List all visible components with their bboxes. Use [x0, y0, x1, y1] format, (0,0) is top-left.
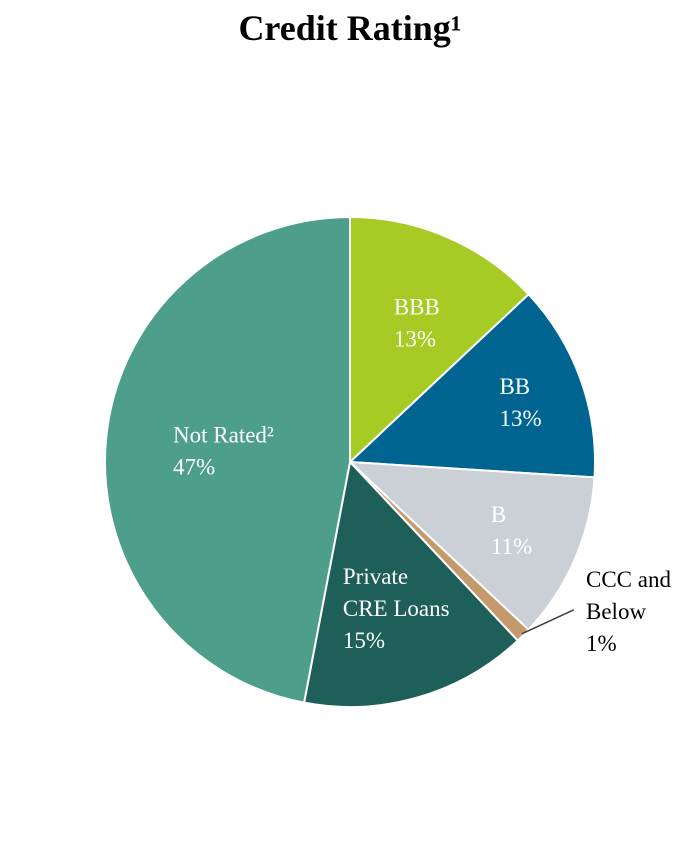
- leader-line-ccc-and-below: [521, 609, 575, 635]
- leader-lines: [521, 609, 575, 635]
- pie-slice-bb: [347, 292, 596, 479]
- slice-label-not-rated: Not Rated² 47%: [173, 422, 274, 479]
- slice-label-private-cre-loans: Private CRE Loans 15%: [343, 564, 450, 653]
- pie-slice-b: [347, 460, 596, 632]
- slice-labels: BBB 13% BB 13% B 11% CCC and Below 1% Private CRE …: [173, 295, 671, 656]
- pie-slice-not-rated: [104, 215, 351, 704]
- chart-title: Credit Rating¹: [238, 8, 462, 48]
- slice-label-bb: BB 13%: [499, 374, 541, 431]
- slice-label-bbb: BBB 13%: [394, 295, 440, 352]
- pie-slice-private-cre-loans: [302, 459, 520, 708]
- slice-label-ccc-and-below: CCC and Below 1%: [586, 567, 671, 656]
- pie-slice-bbb: [349, 215, 531, 465]
- pie-slices: [104, 215, 596, 708]
- slice-label-b: B 11%: [491, 502, 532, 559]
